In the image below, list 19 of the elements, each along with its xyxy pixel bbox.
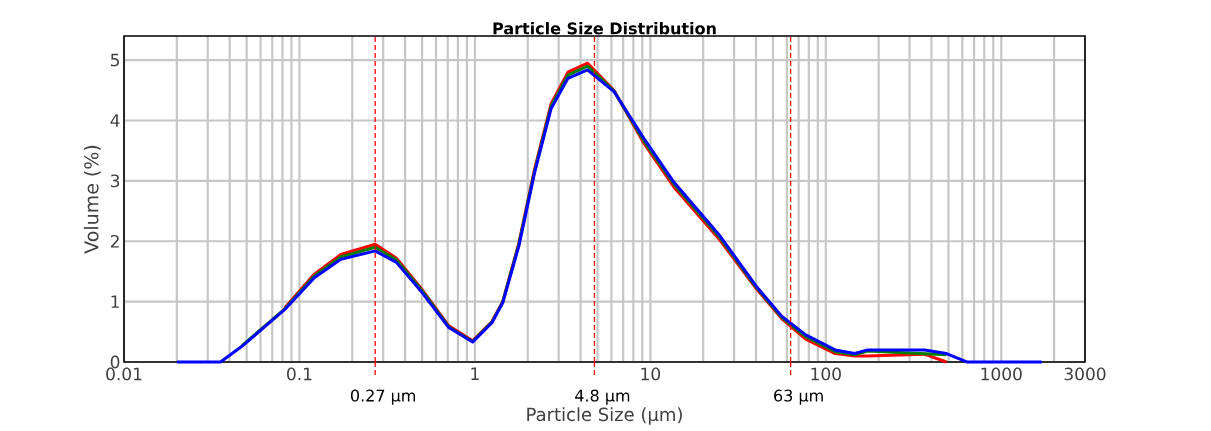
y-tick-label: 5 [110,53,119,67]
ref-line-label: 4.8 µm [575,389,630,405]
y-tick-label: 4 [110,114,120,127]
y-tick-label: 3 [110,174,120,188]
y-tick-label: 0 [110,355,120,369]
x-tick-label: 0.01 [106,367,142,381]
ref-line-label: 63 µm [774,389,823,405]
x-tick-label: 100 [811,367,841,381]
x-tick-label: 0.1 [287,367,312,381]
x-tick-label: 3000 [1064,367,1106,381]
x-axis-title: Particle Size (µm) [527,407,682,425]
ref-line-label: 0.27 µm [350,389,415,405]
y-axis-title: Volume (%) [83,145,101,254]
chart-title: Particle Size Distribution [493,22,716,35]
x-tick-label: 1000 [981,367,1022,381]
x-tick-label: 1 [471,367,479,380]
y-tick-label: 2 [110,234,119,248]
y-tick-label: 1 [111,295,119,308]
x-tick-label: 10 [641,367,661,381]
